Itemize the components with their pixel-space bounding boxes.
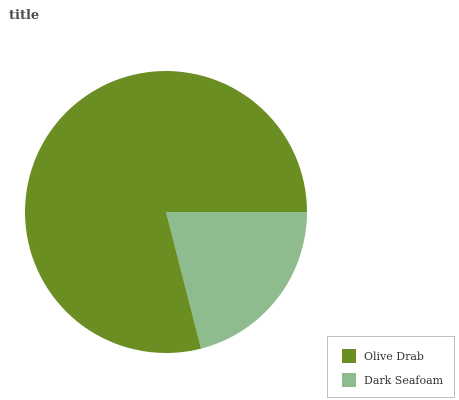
legend-swatch-dark-seafoam: [342, 373, 356, 387]
pie-slice-dark-seafoam: [166, 212, 307, 349]
legend: Olive Drab Dark Seafoam: [327, 336, 455, 398]
chart-title: title: [9, 8, 40, 23]
pie-slice-olive-drab: [24, 71, 307, 354]
legend-swatch-olive-drab: [342, 349, 356, 363]
legend-item-dark-seafoam: Dark Seafoam: [342, 373, 443, 387]
legend-item-olive-drab: Olive Drab: [342, 349, 424, 363]
legend-label-dark-seafoam: Dark Seafoam: [364, 373, 444, 387]
legend-label-olive-drab: Olive Drab: [364, 349, 424, 363]
